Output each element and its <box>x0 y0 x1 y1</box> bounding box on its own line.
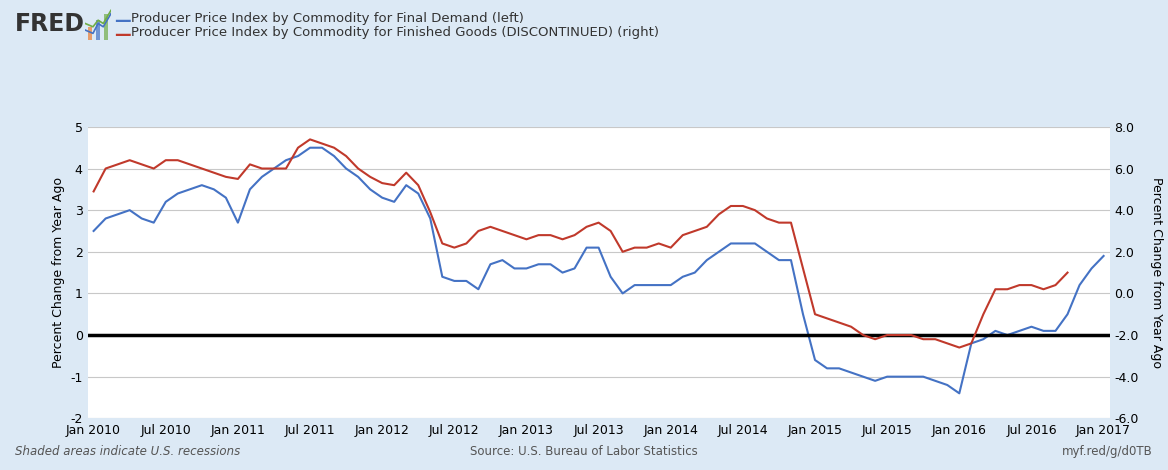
Y-axis label: Percent Change from Year Ago: Percent Change from Year Ago <box>51 177 64 368</box>
Y-axis label: Percent Change from Year Ago: Percent Change from Year Ago <box>1150 177 1163 368</box>
Bar <box>96 20 100 40</box>
Bar <box>89 27 92 40</box>
Text: Source: U.S. Bureau of Labor Statistics: Source: U.S. Bureau of Labor Statistics <box>471 445 697 458</box>
Text: Shaded areas indicate U.S. recessions: Shaded areas indicate U.S. recessions <box>15 445 241 458</box>
Text: myf.red/g/d0TB: myf.red/g/d0TB <box>1062 445 1153 458</box>
Text: —: — <box>114 26 131 44</box>
Text: Producer Price Index by Commodity for Finished Goods (DISCONTINUED) (right): Producer Price Index by Commodity for Fi… <box>131 26 659 39</box>
Text: FRED: FRED <box>15 12 85 36</box>
Bar <box>104 14 107 40</box>
Text: Producer Price Index by Commodity for Final Demand (left): Producer Price Index by Commodity for Fi… <box>131 12 523 25</box>
Text: —: — <box>114 12 131 30</box>
